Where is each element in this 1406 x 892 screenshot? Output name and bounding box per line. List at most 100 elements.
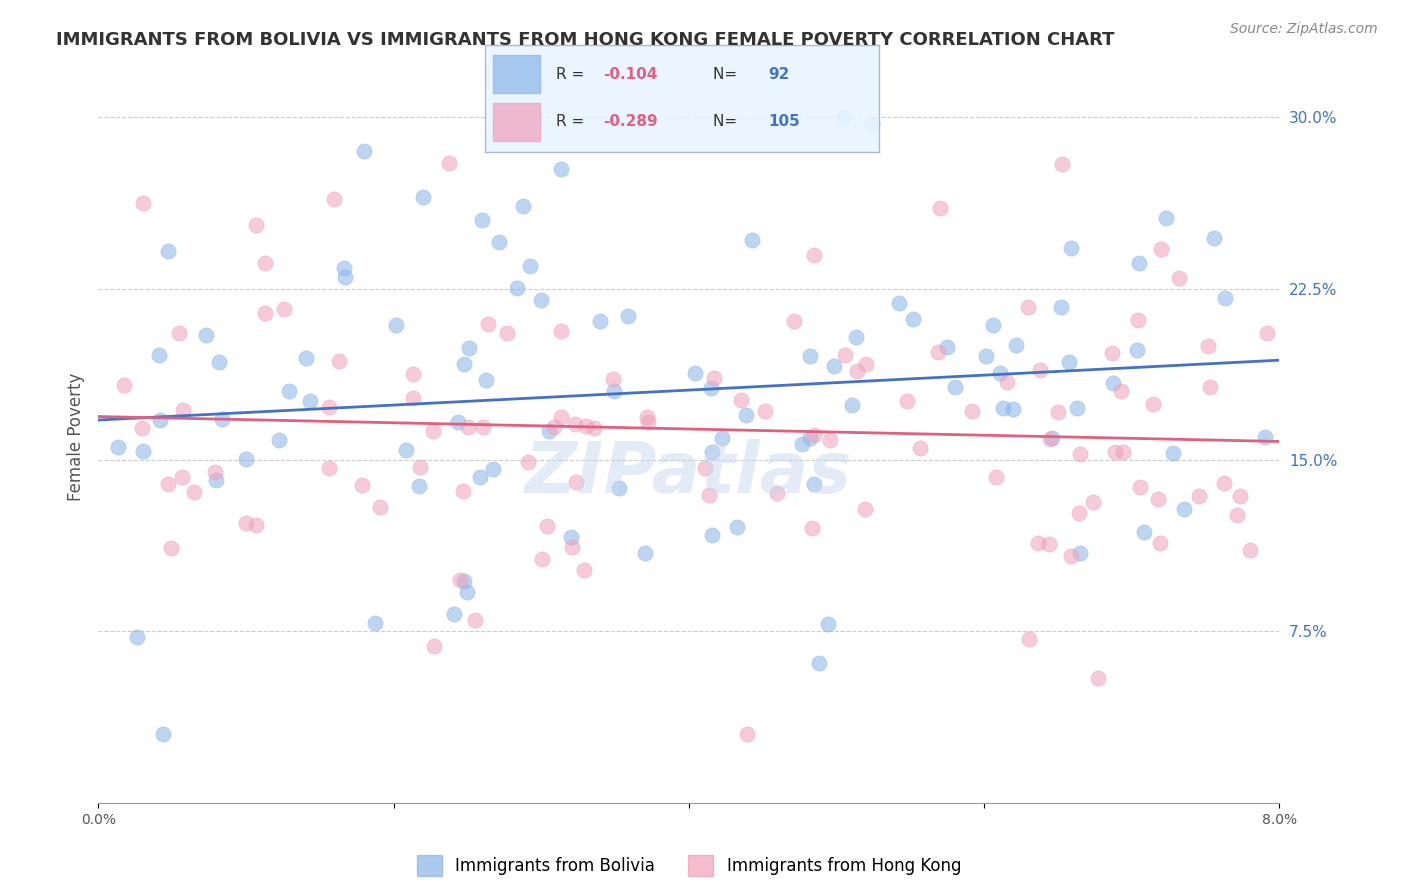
Point [245,517,267,532]
Point [935,340,957,354]
Point [457,420,479,434]
Point [1226,508,1249,523]
Point [333,260,356,275]
Point [803,427,825,442]
Point [1069,546,1091,560]
Point [853,501,876,516]
Point [1197,339,1219,353]
Point [253,256,276,270]
Point [211,411,233,425]
Point [131,196,153,211]
Point [195,327,218,342]
Point [589,314,612,328]
Point [1028,363,1050,377]
Point [322,192,344,206]
Point [800,521,823,535]
Point [318,461,340,475]
Point [700,445,723,459]
Point [1111,384,1133,398]
Point [439,155,461,169]
Point [1101,376,1123,391]
Point [1018,632,1040,647]
Point [1050,300,1073,314]
Point [470,470,492,484]
Point [1050,157,1073,171]
Point [995,376,1018,390]
Point [550,409,572,424]
Point [1040,431,1063,445]
Bar [494,55,540,93]
Point [754,404,776,418]
Point [564,475,586,489]
Point [537,424,560,438]
Text: N=: N= [713,114,742,129]
Point [603,384,626,398]
Point [943,380,966,394]
Point [496,326,519,340]
Point [519,260,541,274]
Point [803,477,825,491]
Text: R =: R = [555,67,589,82]
Point [550,324,572,338]
Point [1004,338,1026,352]
Point [699,381,721,395]
Point [808,656,831,670]
Point [1142,397,1164,411]
Point [636,410,658,425]
Point [1133,525,1156,540]
Point [172,403,194,417]
Point [1229,489,1251,503]
Point [960,404,983,418]
Point [205,473,228,487]
Point [637,415,659,429]
Text: -0.289: -0.289 [603,114,658,129]
Point [149,413,172,427]
Point [550,162,572,177]
Point [458,342,481,356]
Point [602,372,624,386]
Point [477,317,499,331]
Point [156,244,179,258]
Point [1001,401,1024,416]
Legend: Immigrants from Bolivia, Immigrants from Hong Kong: Immigrants from Bolivia, Immigrants from… [411,848,967,882]
Point [167,326,190,340]
Point [1254,430,1277,444]
Point [1146,491,1168,506]
Point [278,384,301,398]
Point [1213,291,1236,305]
Point [730,392,752,407]
Point [832,110,855,124]
Point [981,318,1004,332]
Point [617,310,640,324]
Point [299,394,322,409]
Point [402,391,425,405]
Point [803,248,825,262]
Point [700,528,723,542]
Point [710,431,733,445]
Point [456,585,478,599]
Point [335,270,357,285]
Point [834,348,856,362]
Point [517,455,540,469]
Point [1069,447,1091,461]
Point [1256,326,1278,341]
Point [582,421,605,435]
Point [449,573,471,587]
Y-axis label: Female Poverty: Female Poverty [66,373,84,501]
Point [402,367,425,381]
Point [152,727,174,741]
Point [131,421,153,435]
Point [208,355,231,369]
Point [1104,445,1126,459]
Text: Source: ZipAtlas.com: Source: ZipAtlas.com [1230,22,1378,37]
Point [543,420,565,434]
Point [634,546,657,560]
Point [844,330,866,344]
Point [1167,271,1189,285]
Point [1038,537,1060,551]
Point [1066,401,1088,415]
Point [447,415,470,429]
Point [699,487,721,501]
Point [783,314,806,328]
Point [245,218,267,232]
